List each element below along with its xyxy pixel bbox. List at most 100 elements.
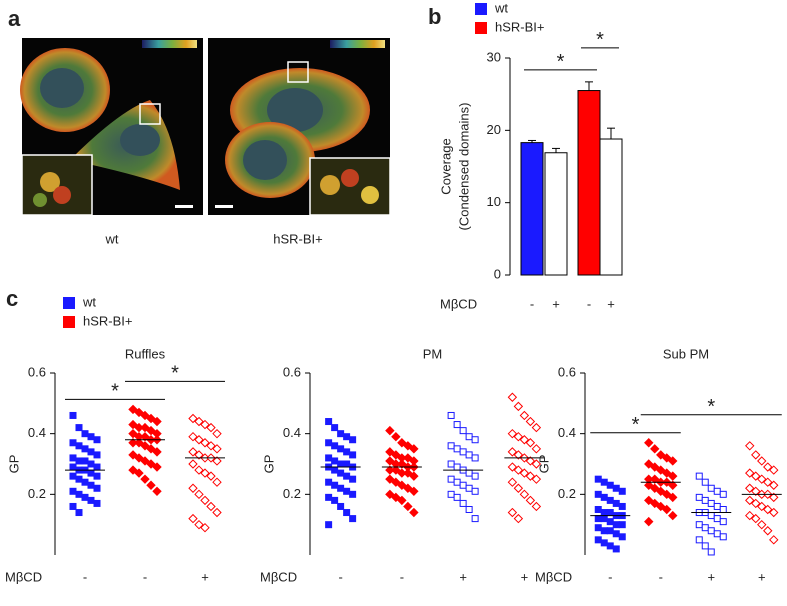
- data-point: [612, 499, 620, 507]
- y-tick-label: 0: [494, 266, 501, 281]
- data-point: [140, 456, 150, 466]
- x-axis-label: MβCD: [535, 569, 572, 584]
- data-point: [200, 495, 210, 506]
- data-point: [212, 456, 222, 466]
- data-point: [343, 487, 351, 495]
- data-point: [644, 459, 654, 469]
- data-point: [459, 448, 467, 456]
- data-point: [152, 416, 162, 427]
- data-point: [403, 483, 413, 493]
- x-axis-label: MβCD: [5, 569, 42, 584]
- data-point: [745, 510, 755, 521]
- data-point: [650, 498, 660, 509]
- data-point: [719, 518, 727, 526]
- x-tick-label: -: [530, 296, 534, 311]
- data-point: [146, 413, 156, 424]
- data-point: [325, 439, 333, 447]
- data-point: [459, 481, 467, 489]
- data-point: [152, 486, 162, 497]
- data-point: [146, 459, 156, 469]
- y-tick-label: 0.6: [283, 364, 301, 379]
- data-point: [656, 450, 666, 460]
- data-point: [391, 431, 401, 442]
- data-point: [453, 445, 461, 453]
- data-point: [403, 453, 413, 463]
- data-point: [662, 453, 672, 463]
- data-point: [745, 495, 755, 506]
- data-point: [75, 475, 83, 483]
- data-point: [713, 502, 721, 510]
- data-point: [134, 453, 144, 463]
- data-point: [385, 474, 395, 484]
- data-point: [194, 450, 204, 460]
- data-point: [93, 463, 101, 471]
- legend-swatch: [475, 22, 487, 34]
- data-point: [507, 507, 518, 518]
- legend-swatch: [475, 3, 487, 15]
- data-point: [519, 489, 530, 500]
- data-point: [650, 474, 660, 484]
- x-tick-label: +: [758, 569, 766, 584]
- y-axis-label: Coverage: [438, 138, 453, 194]
- data-point: [325, 418, 333, 426]
- data-point: [331, 466, 339, 474]
- data-point: [507, 392, 518, 402]
- data-point: [75, 442, 83, 450]
- data-point: [325, 493, 333, 501]
- data-point: [134, 438, 144, 448]
- data-point: [471, 515, 479, 523]
- data-point: [606, 518, 614, 526]
- data-point: [188, 483, 198, 493]
- y-tick-label: 0.2: [28, 486, 46, 501]
- data-point: [594, 475, 602, 483]
- y-axis-label: GP: [536, 455, 551, 474]
- data-point: [93, 436, 101, 444]
- data-point: [128, 419, 138, 430]
- legend-swatch: [63, 316, 75, 328]
- y-axis-label: (Condensed domains): [456, 103, 471, 231]
- data-point: [707, 484, 715, 492]
- data-point: [188, 459, 198, 469]
- data-point: [531, 501, 542, 512]
- data-point: [87, 448, 95, 456]
- data-point: [656, 501, 666, 512]
- data-point: [75, 490, 83, 498]
- data-point: [707, 512, 715, 520]
- data-point: [668, 492, 678, 503]
- x-axis-label: MβCD: [260, 569, 297, 584]
- data-point: [650, 483, 660, 493]
- x-tick-label: -: [587, 296, 591, 311]
- data-point: [519, 410, 530, 421]
- x-tick-label: +: [521, 569, 529, 584]
- x-tick-label: -: [83, 569, 87, 584]
- data-point: [600, 539, 608, 547]
- data-point: [200, 419, 210, 430]
- data-point: [140, 422, 150, 433]
- data-point: [349, 475, 357, 483]
- x-tick-label: +: [607, 296, 615, 311]
- data-point: [69, 487, 77, 495]
- data-point: [331, 442, 339, 450]
- data-point: [385, 447, 395, 457]
- data-point: [531, 474, 542, 484]
- data-point: [385, 425, 395, 436]
- x-tick-label: -: [608, 569, 612, 584]
- data-point: [713, 515, 721, 523]
- data-point: [397, 495, 407, 506]
- data-point: [668, 471, 678, 481]
- data-point: [644, 495, 654, 506]
- y-tick-label: 0.6: [558, 364, 576, 379]
- bar: [544, 152, 568, 276]
- data-point: [140, 441, 150, 451]
- data-point: [87, 496, 95, 504]
- data-point: [397, 459, 407, 469]
- data-point: [325, 521, 333, 529]
- data-point: [471, 472, 479, 480]
- data-point: [447, 490, 455, 498]
- y-tick-label: 0.6: [28, 364, 46, 379]
- data-point: [707, 548, 715, 556]
- data-point: [349, 490, 357, 498]
- significance-label: *: [596, 29, 604, 51]
- data-point: [140, 431, 150, 442]
